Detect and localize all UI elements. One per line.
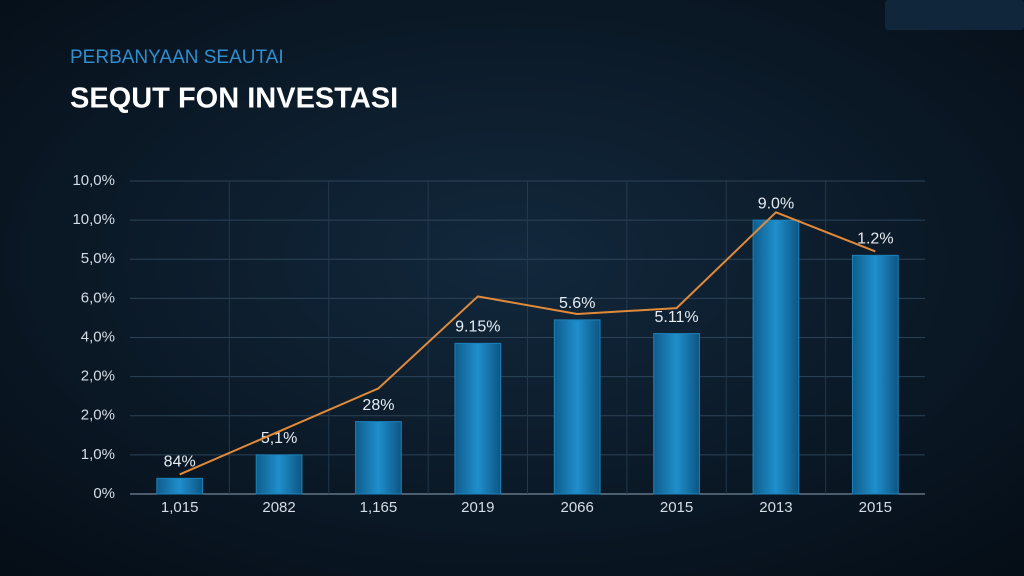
x-tick-label: 2082	[262, 499, 295, 516]
y-tick-label: 2,0%	[81, 407, 115, 424]
x-tick-label: 2019	[461, 499, 494, 516]
value-label: 5.6%	[559, 295, 595, 312]
bar	[752, 219, 800, 495]
bar	[255, 454, 303, 495]
value-label: 5.11%	[654, 309, 698, 326]
top-badge	[885, 0, 1024, 30]
value-label: 9.15%	[455, 319, 500, 336]
line	[179, 211, 876, 476]
y-tick-label: 10,0%	[72, 172, 115, 189]
y-tick-label: 0%	[93, 485, 115, 502]
x-tick-label: 1,015	[161, 499, 199, 516]
value-label: 28%	[362, 397, 394, 414]
bar	[653, 333, 700, 495]
x-tick-label: 2066	[561, 499, 594, 516]
chart-title: SEQUT FON INVESTASI	[70, 83, 398, 115]
value-label: 84%	[164, 454, 196, 471]
bar	[454, 342, 502, 495]
value-label: 5,1%	[261, 430, 297, 447]
bar	[355, 421, 402, 495]
x-tick-label: 2013	[759, 499, 792, 516]
y-tick-label: 4,0%	[81, 328, 115, 345]
value-label: 1.2%	[857, 231, 893, 248]
y-tick-label: 1,0%	[81, 446, 115, 463]
bar	[553, 319, 601, 495]
bar	[851, 254, 899, 495]
value-label: 9.0%	[758, 195, 794, 212]
x-tick-label: 2015	[859, 499, 892, 516]
x-tick-label: 1,165	[360, 499, 398, 516]
y-tick-label: 2,0%	[81, 368, 115, 385]
y-tick-label: 5,0%	[81, 250, 115, 267]
y-tick-label: 10,0%	[72, 211, 115, 228]
chart-subtitle: PERBANYAAN SEAUTAI	[70, 47, 284, 68]
bar	[156, 477, 204, 495]
y-tick-label: 6,0%	[81, 289, 115, 306]
x-tick-label: 2015	[660, 499, 693, 516]
